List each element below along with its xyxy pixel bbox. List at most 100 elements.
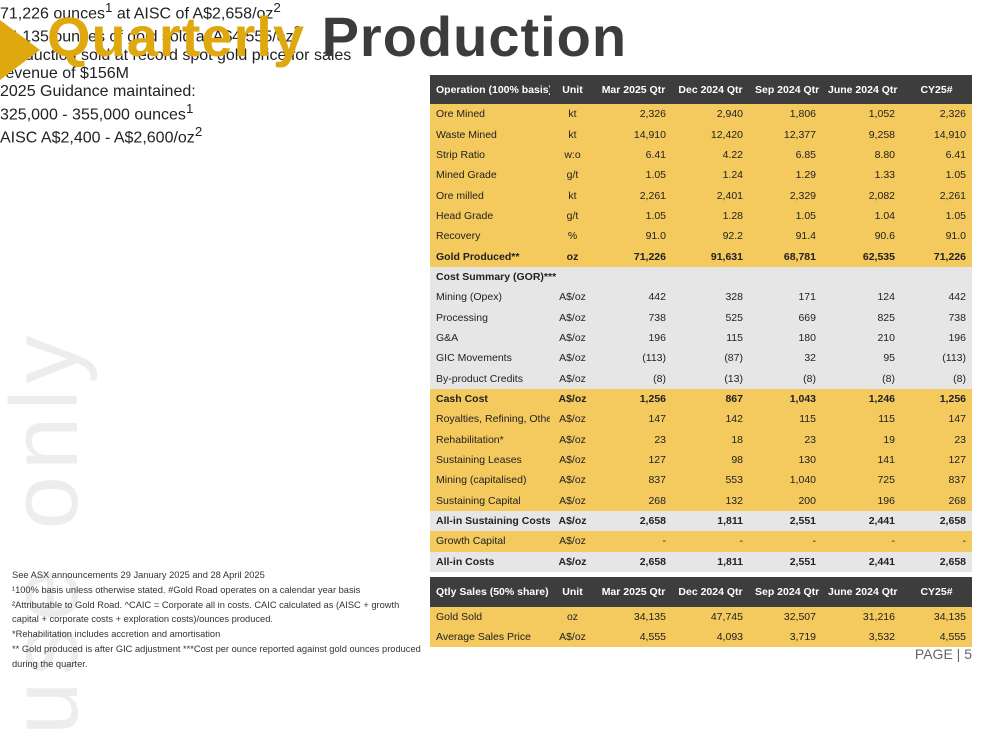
- table-cell: 147: [948, 413, 966, 426]
- table-row: Ore milled kt 2,261 2,401 2,329 2,082 2,261: [430, 185, 972, 206]
- table-cell: 91.0: [945, 230, 966, 243]
- table-cell: 2,658: [939, 515, 966, 528]
- superscript: 1: [104, 0, 113, 15]
- table-cell: Gold Produced**: [436, 250, 520, 263]
- table-cell: 196: [877, 494, 895, 507]
- table-cell: 91.0: [645, 230, 666, 243]
- table-cell: 2,326: [639, 108, 666, 121]
- table-row: Mining (capitalised) A$/oz 837 553 1,040 725 8…: [430, 470, 972, 491]
- table-cell: Sustaining Leases: [436, 454, 522, 467]
- column-header: June 2024 Qtr: [828, 83, 898, 96]
- table-cell: 171: [798, 291, 816, 304]
- table-row: Head Grade g/t 1.05 1.28 1.05 1.04 1.05: [430, 205, 972, 227]
- table-cell: 1,052: [868, 108, 895, 121]
- bullet-text: Production sold at record spot gold pric…: [0, 46, 352, 82]
- table-cell: 142: [725, 413, 743, 426]
- table-cell: A$/oz: [559, 311, 586, 324]
- table-cell: 180: [798, 331, 816, 344]
- table-row: Cost Summary (GOR)***: [430, 266, 972, 288]
- table-cell: 1,811: [717, 515, 743, 528]
- table-cell: 62,535: [862, 250, 895, 263]
- title-accent: Quarterly: [47, 5, 305, 68]
- table-cell: 3,532: [868, 631, 895, 643]
- table-cell: g/t: [566, 169, 579, 182]
- table-cell: 14,910: [633, 128, 666, 141]
- table-cell: 141: [877, 454, 895, 467]
- table-cell: (13): [724, 372, 743, 385]
- bullet-list: 71,226 ounces1 at AISC of A$2,658/oz2 34,…: [0, 0, 1000, 147]
- operations-table: Operation (100% basis) Unit Mar 2025 Qtr De…: [430, 75, 972, 572]
- table-cell: 2,658: [639, 555, 666, 568]
- table-cell: G&A: [436, 331, 459, 344]
- table-cell: 115: [726, 331, 743, 344]
- table-row: Rehabilitation* A$/oz 23 18 23 19 23: [430, 429, 972, 450]
- column-header: Mar 2025 Qtr: [601, 586, 666, 598]
- table-cell: Head Grade: [436, 209, 494, 222]
- table-cell: 2,441: [868, 515, 895, 528]
- sales-table: Qtly Sales (50% share) Unit Mar 2025 Qtr De…: [430, 577, 972, 647]
- table-cell: 115: [799, 413, 816, 426]
- table-cell: 725: [877, 474, 895, 487]
- table-cell: GIC Movements: [436, 352, 512, 365]
- table-cell: 2,329: [789, 189, 816, 202]
- footnote: See ASX announcements 29 January 2025 an…: [12, 570, 265, 580]
- table-cell: g/t: [566, 209, 579, 222]
- table-cell: 4.22: [722, 148, 743, 161]
- table-cell: 8.80: [874, 148, 895, 161]
- table-row: GIC Movements A$/oz (113) (87) 32 95 (113): [430, 348, 972, 369]
- table-cell: 1.33: [874, 169, 895, 182]
- table-cell: 2,326: [939, 108, 966, 121]
- table-cell: Average Sales Price: [436, 631, 531, 643]
- table-cell: 4,555: [639, 631, 666, 643]
- table-cell: Processing: [436, 311, 488, 324]
- column-header: Qtly Sales (50% share): [436, 586, 549, 598]
- column-header: Unit: [562, 586, 583, 598]
- table-cell: A$/oz: [559, 433, 586, 446]
- table-cell: Waste Mined: [436, 128, 497, 141]
- table-cell: Strip Ratio: [436, 148, 486, 161]
- table-cell: 23: [804, 433, 816, 446]
- bullet: 2025 Guidance maintained:: [0, 83, 369, 101]
- table-cell: 200: [798, 494, 816, 507]
- column-header: June 2024 Qtr: [828, 586, 898, 598]
- table-cell: 68,781: [783, 250, 816, 263]
- table-cell: 2,082: [868, 189, 895, 202]
- table-cell: 1,043: [789, 392, 816, 405]
- table-cell: 1.29: [795, 169, 816, 182]
- column-header: Dec 2024 Qtr: [678, 586, 743, 598]
- table-row: Gold Produced** oz 71,226 91,631 68,781 62,53…: [430, 246, 972, 267]
- table-cell: 34,135: [633, 611, 666, 623]
- superscript: 2: [293, 23, 301, 39]
- page-number: PAGE | 5: [914, 646, 972, 662]
- table-cell: Gold Sold: [436, 611, 483, 623]
- table-row: Average Sales Price A$/oz 4,555 4,093 3,719 3…: [430, 627, 972, 647]
- table-cell: (87): [724, 352, 743, 365]
- table-cell: 1.05: [645, 209, 666, 222]
- table-row: Strip Ratio w:o 6.41 4.22 6.85 8.80 6.41: [430, 144, 972, 166]
- table-row: Sustaining Leases A$/oz 127 98 130 141 127: [430, 449, 972, 471]
- table-cell: A$/oz: [559, 352, 586, 365]
- table-cell: 2,401: [716, 189, 743, 202]
- table-cell: 738: [948, 311, 966, 324]
- table-cell: 4,093: [716, 631, 743, 643]
- table-cell: 92.2: [722, 230, 743, 243]
- footnote: ¹100% basis unless otherwise stated. #Go…: [12, 584, 361, 595]
- bullet-text: 2025 Guidance maintained:: [0, 82, 196, 100]
- table-cell: Recovery: [436, 230, 481, 243]
- table-row: All-in Costs A$/oz 2,658 1,811 2,551 2,441 2,6…: [430, 551, 972, 572]
- column-header: CY25#: [920, 83, 953, 96]
- table-row: Cash Cost A$/oz 1,256 867 1,043 1,246 1,256: [430, 388, 972, 410]
- table-cell: 268: [948, 494, 966, 507]
- table-cell: 4,555: [939, 631, 966, 643]
- table-cell: -: [739, 535, 744, 548]
- table-cell: 1,246: [868, 392, 895, 405]
- table-row: Mining (Opex) A$/oz 442 328 171 124 442: [430, 287, 972, 308]
- table-cell: Growth Capital: [436, 535, 506, 548]
- table-cell: 669: [798, 311, 816, 324]
- table-cell: 2,261: [639, 189, 666, 202]
- table-cell: kt: [568, 108, 577, 121]
- table-cell: -: [962, 535, 967, 548]
- table-cell: Royalties, Refining, Other: [436, 413, 550, 426]
- table-cell: All-in Sustaining Costs: [436, 515, 550, 528]
